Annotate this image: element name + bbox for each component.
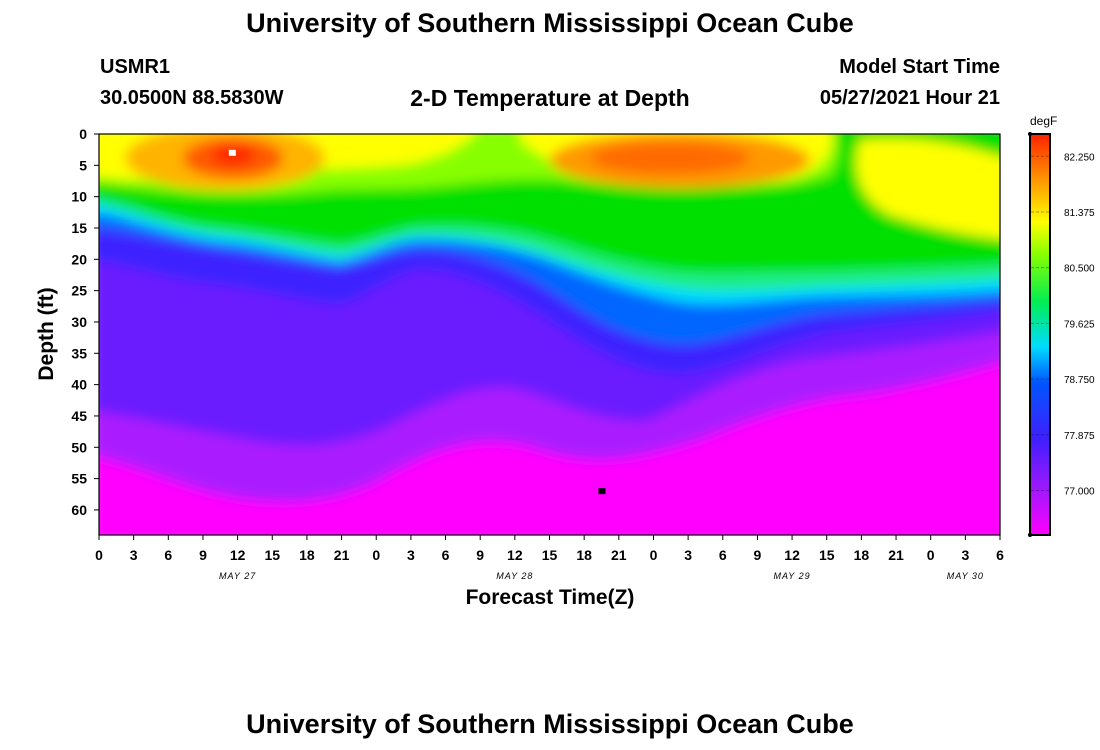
- min-temp-marker: [598, 488, 606, 495]
- y-tick-label: 50: [71, 439, 87, 455]
- x-tick-label: 9: [754, 547, 762, 563]
- x-tick-label: 0: [927, 547, 935, 563]
- colorbar-label: 82.250: [1064, 152, 1095, 163]
- x-tick-label: 9: [199, 547, 207, 563]
- x-tick-label: 18: [576, 547, 592, 563]
- colorbar-unit: degF: [1030, 114, 1057, 128]
- x-tick-label: 12: [230, 547, 246, 563]
- colorbar-endpoint: [1028, 533, 1032, 537]
- x-tick-label: 6: [719, 547, 727, 563]
- x-tick-label: 9: [476, 547, 484, 563]
- x-tick-label: 0: [650, 547, 658, 563]
- x-tick-label: 21: [888, 547, 904, 563]
- y-tick-label: 20: [71, 251, 87, 267]
- y-tick-label: 60: [71, 502, 87, 518]
- colorbar-endpoint: [1028, 132, 1032, 136]
- y-tick-label: 40: [71, 377, 87, 393]
- y-tick-label: 30: [71, 314, 87, 330]
- x-tick-label: 15: [264, 547, 280, 563]
- x-tick-label: 21: [611, 547, 627, 563]
- x-tick-label: 0: [95, 547, 103, 563]
- colorbar-gradient: [1029, 133, 1051, 536]
- x-axis-title: Forecast Time(Z): [466, 586, 635, 609]
- x-tick-label: 3: [961, 547, 969, 563]
- y-tick-label: 5: [79, 157, 87, 173]
- x-tick-label: 15: [542, 547, 558, 563]
- date-label: MAY 28: [496, 571, 533, 581]
- colorbar-label: 77.875: [1064, 431, 1095, 442]
- colorbar-label: 78.750: [1064, 375, 1095, 386]
- x-tick-label: 18: [854, 547, 870, 563]
- y-tick-label: 55: [71, 471, 87, 487]
- x-tick-label: 6: [996, 547, 1004, 563]
- y-tick-label: 10: [71, 189, 87, 205]
- y-tick-label: 0: [79, 126, 87, 142]
- x-tick-label: 3: [130, 547, 138, 563]
- date-label: MAY 29: [773, 571, 810, 581]
- colorbar: degF 82.250 81.375 80.500 79.625 78.750 77.87…: [1028, 114, 1095, 537]
- colorbar-label: 79.625: [1064, 319, 1095, 330]
- date-label: MAY 27: [219, 571, 256, 581]
- x-tick-label: 12: [507, 547, 523, 563]
- y-tick-label: 35: [71, 345, 87, 361]
- y-axis-title: Depth (ft): [35, 287, 58, 380]
- x-tick-label: 6: [442, 547, 450, 563]
- colorbar-label: 77.000: [1064, 486, 1095, 497]
- station-id: USMR1: [100, 56, 171, 78]
- x-tick-label: 6: [164, 547, 172, 563]
- page-title: University of Southern Mississippi Ocean…: [246, 8, 854, 38]
- y-tick-label: 25: [71, 283, 87, 299]
- footer-title: University of Southern Mississippi Ocean…: [246, 709, 854, 739]
- x-tick-label: 3: [684, 547, 692, 563]
- max-temp-marker: [228, 149, 236, 156]
- temperature-field: [99, 134, 1000, 535]
- model-start-label: Model Start Time: [839, 56, 1000, 78]
- x-tick-label: 12: [784, 547, 800, 563]
- y-tick-label: 45: [71, 408, 87, 424]
- colorbar-label: 81.375: [1064, 208, 1095, 219]
- x-tick-label: 0: [372, 547, 380, 563]
- x-tick-label: 15: [819, 547, 835, 563]
- x-tick-label: 3: [407, 547, 415, 563]
- x-tick-label: 18: [299, 547, 315, 563]
- colorbar-label: 80.500: [1064, 264, 1095, 275]
- chart-subtitle: 2-D Temperature at Depth: [410, 85, 690, 111]
- x-tick-label: 21: [334, 547, 350, 563]
- date-label: MAY 30: [947, 571, 984, 581]
- model-start-value: 05/27/2021 Hour 21: [819, 87, 1000, 109]
- station-coords: 30.0500N 88.5830W: [100, 87, 284, 109]
- y-tick-label: 15: [71, 220, 87, 236]
